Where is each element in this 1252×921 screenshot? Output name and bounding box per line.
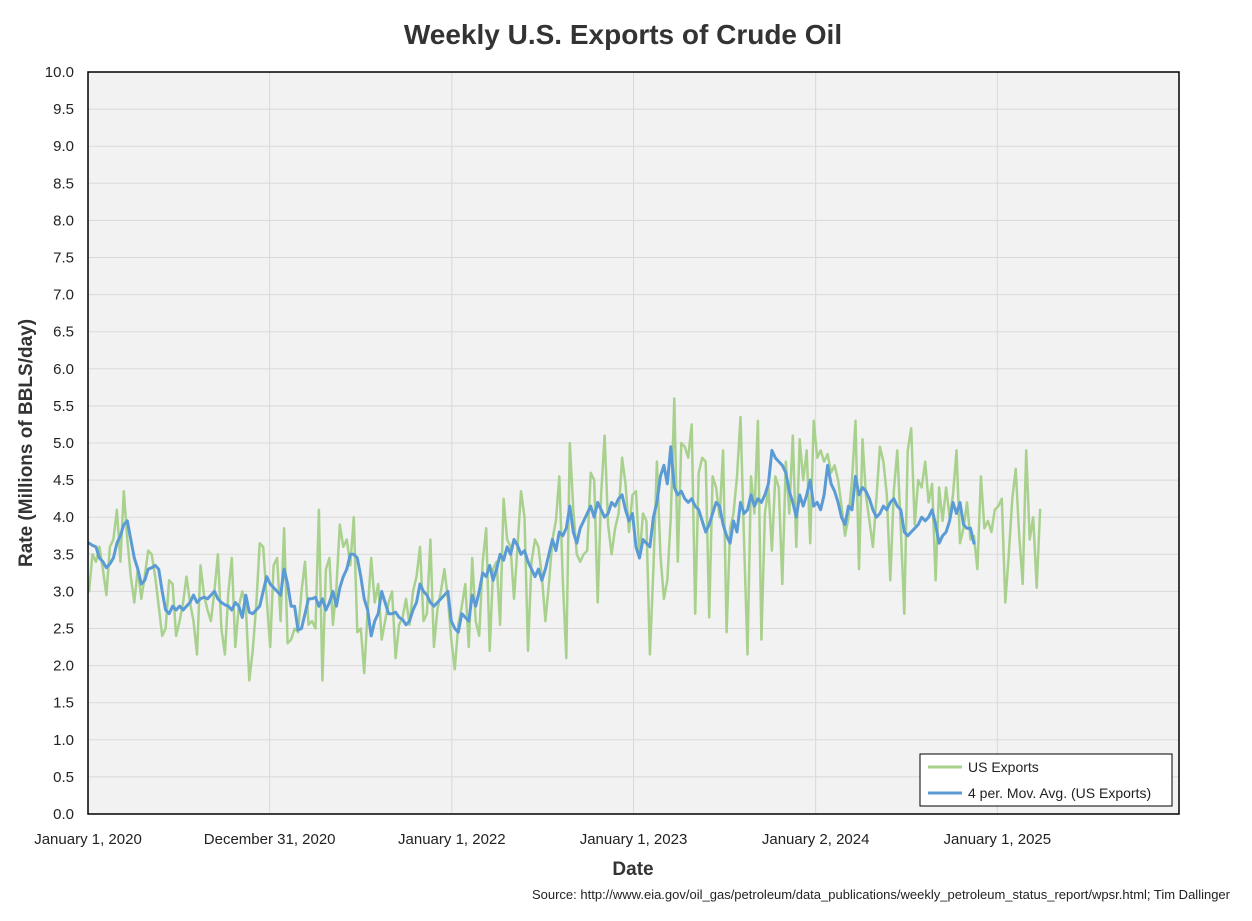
y-tick-label: 8.0 (53, 212, 74, 229)
y-tick-label: 0.0 (53, 806, 74, 823)
x-tick-label: January 1, 2023 (580, 831, 688, 848)
y-tick-label: 9.5 (53, 101, 74, 118)
series-layer (87, 397, 1042, 682)
x-axis-ticks: January 1, 2020 December 31, 2020 January … (34, 831, 1051, 848)
plot-border (87, 71, 1180, 815)
x-tick-label: January 1, 2022 (398, 831, 506, 848)
source-note: Source: http://www.eia.gov/oil_gas/petro… (532, 887, 1231, 902)
y-tick-label: 2.0 (53, 658, 74, 675)
y-tick-label: 3.0 (53, 583, 74, 600)
y-tick-label: 1.0 (53, 732, 74, 749)
gridlines (88, 72, 1179, 814)
y-axis-label: Rate (Millions of BBLS/day) (16, 319, 37, 567)
legend-label-moving-average: 4 per. Mov. Avg. (US Exports) (968, 785, 1151, 801)
legend-label-us-exports: US Exports (968, 759, 1039, 775)
y-tick-label: 6.0 (53, 361, 74, 378)
y-tick-label: 5.5 (53, 398, 74, 415)
x-tick-label: January 2, 2024 (762, 831, 870, 848)
series-line-moving-average (87, 445, 976, 638)
y-tick-label: 9.0 (53, 138, 74, 155)
y-tick-label: 10.0 (45, 64, 74, 81)
x-tick-label: January 1, 2025 (944, 831, 1052, 848)
y-tick-label: 3.5 (53, 546, 74, 563)
series-line-us-exports (87, 397, 1042, 682)
y-tick-label: 7.5 (53, 250, 74, 267)
legend-box (919, 753, 1173, 807)
y-tick-label: 8.5 (53, 175, 74, 192)
y-tick-label: 1.5 (53, 695, 74, 712)
y-tick-label: 7.0 (53, 287, 74, 304)
y-tick-label: 5.0 (53, 435, 74, 452)
y-axis-ticks: 0.0 0.5 1.0 1.5 2.0 2.5 3.0 3.5 4.0 4.5 5.0 5.5 6.0 6… (45, 64, 74, 823)
y-tick-label: 6.5 (53, 324, 74, 341)
x-tick-label: January 1, 2020 (34, 831, 142, 848)
chart-title: Weekly U.S. Exports of Crude Oil (404, 19, 842, 50)
x-axis-label: Date (612, 859, 653, 880)
x-tick-label: December 31, 2020 (204, 831, 336, 848)
y-tick-label: 0.5 (53, 769, 74, 786)
y-tick-label: 2.5 (53, 621, 74, 638)
y-tick-label: 4.0 (53, 509, 74, 526)
legend: US Exports 4 per. Mov. Avg. (US Exports) (919, 753, 1173, 807)
y-tick-label: 4.5 (53, 472, 74, 489)
